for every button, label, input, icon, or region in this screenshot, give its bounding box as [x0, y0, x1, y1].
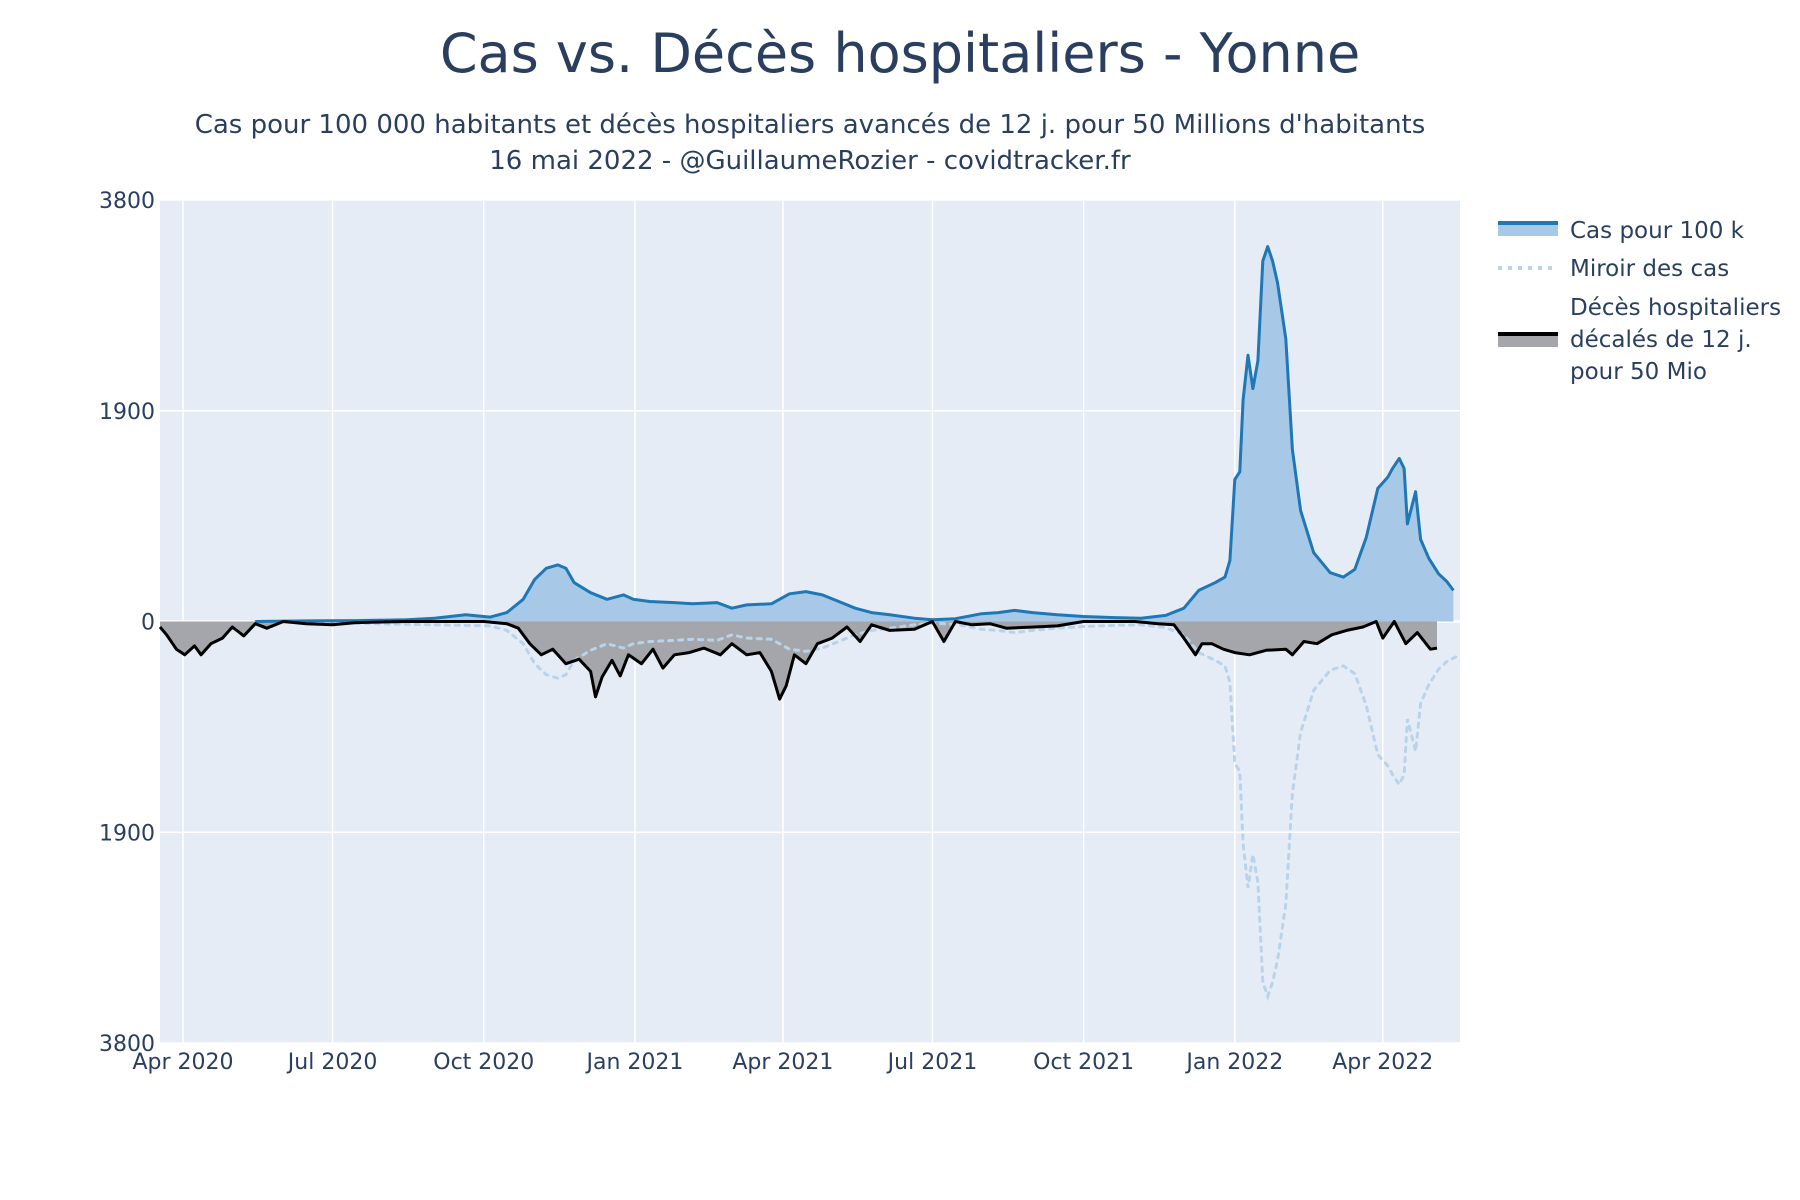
x-tick-label: Apr 2020: [132, 1050, 233, 1075]
x-tick-label: Jul 2021: [886, 1050, 978, 1075]
legend-label-mirror[interactable]: Miroir des cas: [1570, 256, 1729, 282]
x-tick-label: Apr 2021: [732, 1050, 833, 1075]
x-tick-label: Jul 2020: [286, 1050, 378, 1075]
legend-swatch-deaths-fill: [1498, 333, 1558, 347]
y-tick-label: 0: [141, 611, 155, 636]
series-group: [158, 245, 1462, 1002]
x-tick-label: Jan 2022: [1184, 1050, 1283, 1075]
deaths-line: [158, 620, 1438, 701]
y-tick-label: 1900: [99, 400, 155, 425]
y-tick-label: 3800: [99, 1032, 155, 1057]
x-tick-label: Oct 2020: [433, 1050, 534, 1075]
x-tick-label: Jan 2021: [585, 1050, 684, 1075]
legend-label-deaths-line-2[interactable]: décalés de 12 j.: [1570, 327, 1752, 353]
y-tick-label: 3800: [99, 189, 155, 214]
cases-area: [255, 246, 1454, 622]
y-tick-label: 1900: [99, 821, 155, 846]
legend[interactable]: Cas pour 100 k Miroir des cas Décès hospit…: [1498, 218, 1781, 385]
legend-label-deaths-line-1[interactable]: Décès hospitaliers: [1570, 295, 1781, 321]
legend-label-cases[interactable]: Cas pour 100 k: [1570, 218, 1745, 244]
deaths-area: [160, 621, 1437, 700]
chart-title: Cas vs. Décès hospitaliers - Yonne: [439, 22, 1361, 85]
chart-source-line: 16 mai 2022 - @GuillaumeRozier - covidtr…: [489, 146, 1131, 176]
legend-swatch-cases-fill: [1498, 222, 1558, 236]
axis-ticks: Apr 2020 Jul 2020 Oct 2020 Jan 2021 Apr 2021…: [99, 189, 1433, 1075]
mirror-line: [253, 620, 1462, 1002]
cases-line: [255, 245, 1455, 623]
x-tick-label: Apr 2022: [1332, 1050, 1433, 1075]
chart-subtitle: Cas pour 100 000 habitants et décès hosp…: [194, 110, 1426, 140]
legend-label-deaths-line-3[interactable]: pour 50 Mio: [1570, 359, 1707, 385]
x-tick-label: Oct 2021: [1033, 1050, 1134, 1075]
